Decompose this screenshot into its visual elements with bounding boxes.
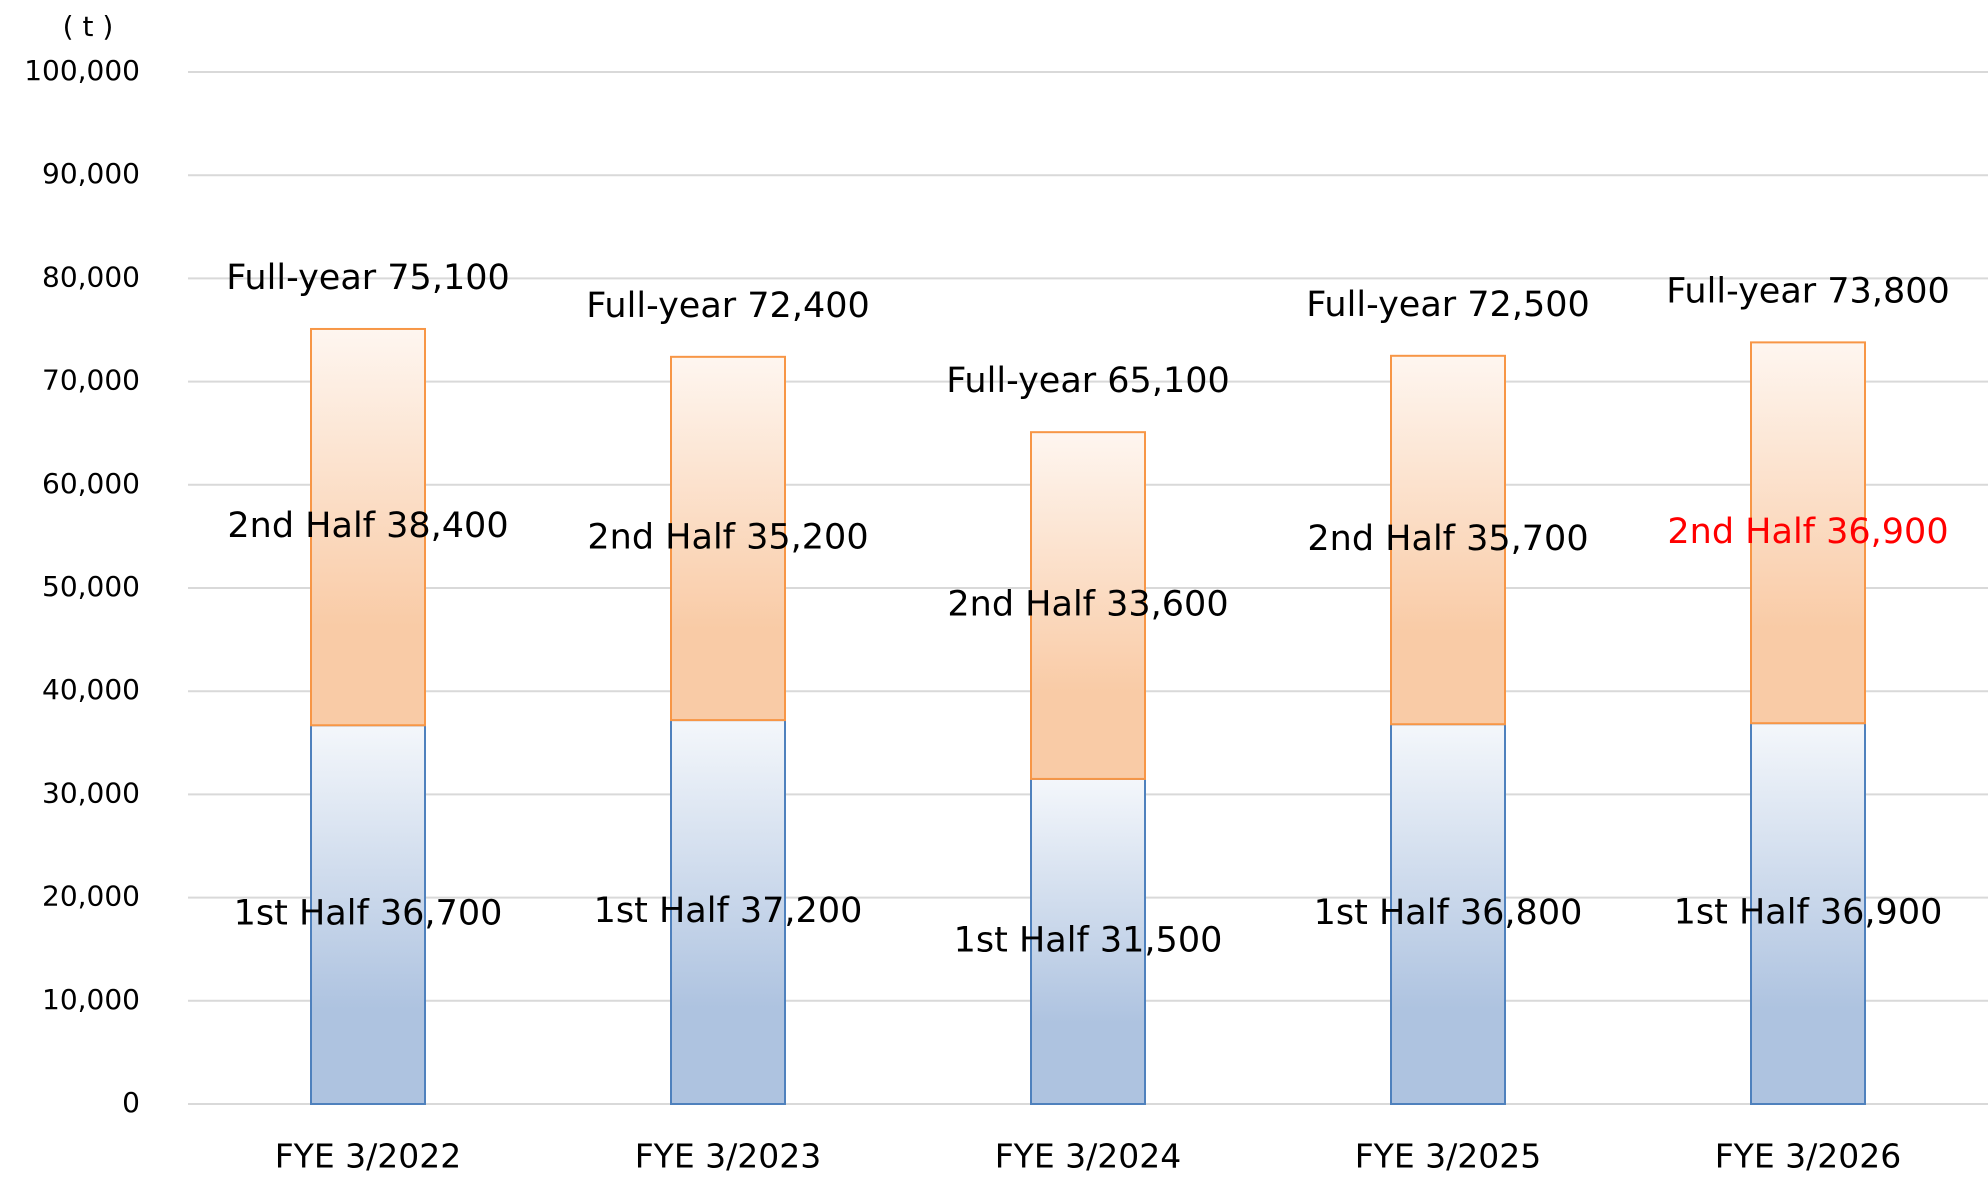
data-label: 1st Half 31,500: [954, 920, 1223, 960]
x-tick-label: FYE 3/2023: [635, 1137, 822, 1176]
x-tick-label: FYE 3/2022: [275, 1137, 462, 1176]
bar-segment: [310, 327, 426, 727]
y-tick-label: 40,000: [42, 673, 140, 706]
total-label: Full-year 75,100: [226, 258, 510, 298]
y-tick-label: 100,000: [24, 54, 140, 87]
data-label: 2nd Half 38,400: [227, 506, 508, 546]
y-tick-label: 70,000: [42, 364, 140, 397]
data-label: 2nd Half 36,900: [1667, 512, 1948, 552]
data-label: 2nd Half 35,700: [1307, 519, 1588, 559]
data-label: 1st Half 36,900: [1674, 893, 1943, 933]
bar-segment: [1750, 722, 1866, 1106]
bar-segment: [670, 355, 786, 722]
y-tick-label: 30,000: [42, 776, 140, 809]
y-tick-label: 20,000: [42, 880, 140, 913]
total-label: Full-year 73,800: [1666, 271, 1950, 311]
y-tick-label: 90,000: [42, 157, 140, 190]
data-label: 1st Half 37,200: [594, 891, 863, 931]
y-unit: ( t ): [63, 10, 114, 43]
x-tick-label: FYE 3/2024: [995, 1137, 1182, 1176]
total-label: Full-year 72,500: [1306, 285, 1590, 325]
bar-segment: [1030, 777, 1146, 1105]
bar-segment: [1030, 431, 1146, 780]
bar-segment: [1390, 354, 1506, 726]
total-label: Full-year 65,100: [946, 361, 1230, 401]
data-label: 1st Half 36,800: [1314, 893, 1583, 933]
data-label: 2nd Half 35,200: [587, 517, 868, 557]
x-tick-label: FYE 3/2026: [1715, 1137, 1902, 1176]
bar-segment: [670, 719, 786, 1105]
bar-segment: [1750, 341, 1866, 725]
y-tick-label: 80,000: [42, 260, 140, 293]
y-tick-label: 0: [122, 1086, 140, 1119]
bar-segment: [310, 724, 426, 1105]
y-tick-label: 60,000: [42, 467, 140, 500]
data-label: 2nd Half 33,600: [947, 585, 1228, 625]
total-label: Full-year 72,400: [586, 286, 870, 326]
data-label: 1st Half 36,700: [234, 894, 503, 934]
y-tick-label: 10,000: [42, 983, 140, 1016]
y-tick-label: 50,000: [42, 570, 140, 603]
x-tick-label: FYE 3/2025: [1355, 1137, 1542, 1176]
